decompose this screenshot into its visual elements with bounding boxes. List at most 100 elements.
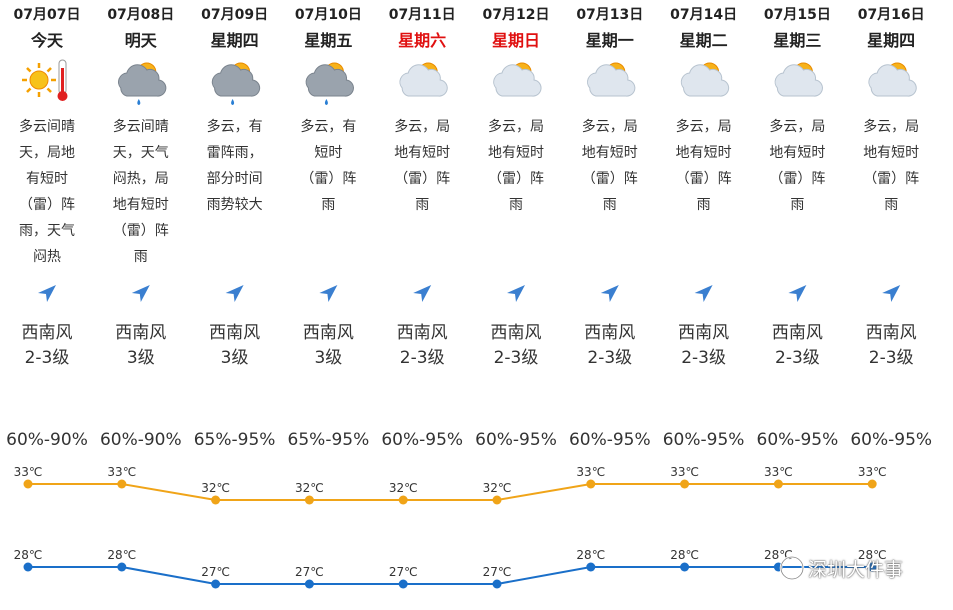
wind-direction: 西南风 (771, 323, 823, 343)
weather-icon (868, 62, 917, 97)
cloud (680, 64, 730, 97)
sun (29, 70, 49, 90)
low-point (211, 579, 221, 589)
high-label: 33℃ (14, 465, 43, 479)
high-point (23, 479, 33, 489)
high-label: 33℃ (858, 465, 887, 479)
low-label: 27℃ (201, 565, 230, 579)
low-label: 27℃ (295, 565, 324, 579)
rain-drop (231, 99, 235, 105)
wind-direction: 西南风 (678, 323, 730, 343)
date: 07月11日 (388, 7, 456, 23)
low-label: 28℃ (858, 548, 887, 562)
wind-arrow (694, 285, 713, 302)
cloud (117, 64, 167, 97)
cloud (493, 64, 542, 97)
high-point (117, 479, 127, 489)
high-label: 32℃ (295, 481, 324, 495)
description: 多云，局地有短时（雷）阵雨 (394, 119, 451, 213)
date: 07月07日 (13, 7, 81, 23)
wind-arrow (131, 285, 150, 302)
wind-level: 2-3级 (587, 348, 633, 368)
high-label: 32℃ (483, 481, 512, 495)
description: 多云，有短时（雷）阵雨 (300, 119, 357, 213)
low-point (680, 562, 690, 572)
weather-icon (493, 62, 542, 97)
rain-drop (324, 99, 328, 105)
wind-direction: 西南风 (21, 323, 73, 343)
low-label: 28℃ (14, 548, 43, 562)
humidity: 60%-95% (475, 430, 557, 450)
description: 多云，局地有短时（雷）阵雨 (675, 119, 732, 213)
humidity: 60%-95% (662, 430, 745, 450)
wind-direction: 西南风 (865, 323, 917, 343)
low-label: 27℃ (483, 565, 512, 579)
low-point (23, 562, 33, 572)
weather-icon (117, 62, 167, 105)
sun-ray (26, 87, 32, 93)
low-point (492, 579, 502, 589)
weekday: 星期一 (585, 31, 634, 50)
date: 07月08日 (107, 7, 175, 23)
humidity: 65%-95% (287, 430, 370, 450)
humidity: 60%-90% (6, 430, 88, 450)
high-label: 33℃ (764, 465, 793, 479)
low-label: 28℃ (107, 548, 136, 562)
weekday: 明天 (124, 31, 157, 50)
wind-arrow (788, 285, 807, 302)
cloud (868, 64, 917, 97)
low-label: 28℃ (670, 548, 699, 562)
cloud (305, 64, 354, 97)
watermark: 深圳大件事 (808, 559, 904, 581)
wind-level: 2-3级 (24, 348, 70, 368)
bulb (57, 91, 68, 101)
description: 多云，局地有短时（雷）阵雨 (863, 119, 920, 213)
high-point (680, 479, 690, 489)
cloud (774, 64, 823, 97)
date: 07月14日 (670, 7, 738, 23)
wind-level: 2-3级 (868, 348, 914, 368)
weather-icon (680, 62, 730, 97)
weekday: 今天 (30, 31, 64, 50)
wind-arrow (600, 285, 619, 302)
wind-arrow (507, 285, 525, 302)
low-point (117, 562, 127, 572)
wind-arrow (225, 285, 244, 302)
weekday: 星期五 (304, 31, 353, 50)
weekday: 星期四 (210, 31, 259, 50)
cloud (586, 64, 636, 97)
rain-drop (137, 99, 141, 105)
weekday: 星期日 (491, 31, 541, 50)
wind-arrow (38, 285, 56, 302)
mercury (61, 68, 64, 94)
wind-level: 2-3级 (493, 348, 539, 368)
description: 多云，有雷阵雨，部分时间雨势较大 (206, 119, 263, 213)
weather-icon (774, 62, 823, 97)
description: 多云，局地有短时（雷）阵雨 (769, 119, 826, 213)
humidity: 60%-95% (756, 430, 839, 450)
wind-arrow (413, 285, 432, 302)
high-label: 32℃ (389, 481, 418, 495)
low-point (867, 562, 877, 572)
sun-ray (46, 67, 52, 73)
description: 多云，局地有短时（雷）阵雨 (488, 119, 544, 213)
wind-direction: 西南风 (396, 323, 448, 343)
high-point (304, 495, 314, 505)
high-point (867, 479, 877, 489)
low-label: 28℃ (764, 548, 793, 562)
high-point (398, 495, 408, 505)
date: 07月12日 (482, 7, 550, 23)
wind-arrow (319, 285, 338, 302)
high-point (211, 495, 221, 505)
description: 多云间晴天，局地有短时（雷）阵雨，天气闷热 (19, 119, 75, 265)
wind-arrow (882, 285, 901, 302)
weather-icon (211, 62, 261, 105)
wind-level: 2-3级 (681, 348, 726, 368)
low-point (304, 579, 314, 589)
weekday: 星期三 (773, 31, 822, 50)
date: 07月09日 (201, 7, 269, 23)
cloud (211, 64, 261, 97)
wind-direction: 西南风 (584, 323, 636, 343)
